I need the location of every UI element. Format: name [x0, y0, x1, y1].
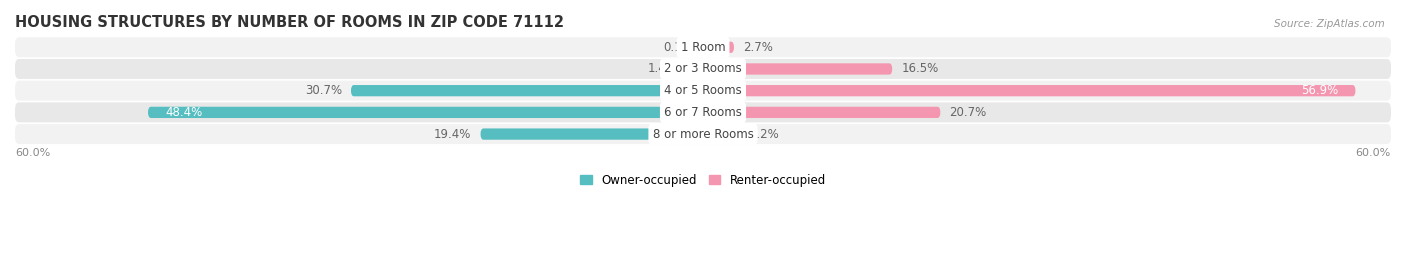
Text: 30.7%: 30.7%: [305, 84, 342, 97]
FancyBboxPatch shape: [703, 42, 734, 53]
Text: 1.4%: 1.4%: [648, 62, 678, 76]
FancyBboxPatch shape: [15, 124, 1391, 144]
FancyBboxPatch shape: [15, 59, 1391, 79]
Text: 2.7%: 2.7%: [744, 41, 773, 54]
Text: 3.2%: 3.2%: [749, 128, 779, 141]
FancyBboxPatch shape: [703, 128, 740, 140]
FancyBboxPatch shape: [703, 85, 1355, 96]
Text: 8 or more Rooms: 8 or more Rooms: [652, 128, 754, 141]
Text: 56.9%: 56.9%: [1301, 84, 1339, 97]
Text: 60.0%: 60.0%: [15, 147, 51, 158]
FancyBboxPatch shape: [703, 63, 893, 75]
Text: 60.0%: 60.0%: [1355, 147, 1391, 158]
Text: Source: ZipAtlas.com: Source: ZipAtlas.com: [1274, 19, 1385, 29]
Text: 20.7%: 20.7%: [949, 106, 987, 119]
FancyBboxPatch shape: [15, 102, 1391, 122]
FancyBboxPatch shape: [148, 107, 703, 118]
FancyBboxPatch shape: [15, 81, 1391, 101]
Text: 6 or 7 Rooms: 6 or 7 Rooms: [664, 106, 742, 119]
Text: 48.4%: 48.4%: [166, 106, 202, 119]
FancyBboxPatch shape: [700, 42, 704, 53]
FancyBboxPatch shape: [352, 85, 703, 96]
Text: 2 or 3 Rooms: 2 or 3 Rooms: [664, 62, 742, 76]
Legend: Owner-occupied, Renter-occupied: Owner-occupied, Renter-occupied: [579, 174, 827, 187]
Text: 19.4%: 19.4%: [434, 128, 471, 141]
Text: 16.5%: 16.5%: [901, 62, 939, 76]
Text: 4 or 5 Rooms: 4 or 5 Rooms: [664, 84, 742, 97]
Text: 1 Room: 1 Room: [681, 41, 725, 54]
FancyBboxPatch shape: [688, 63, 703, 75]
Text: 0.1%: 0.1%: [664, 41, 693, 54]
Text: HOUSING STRUCTURES BY NUMBER OF ROOMS IN ZIP CODE 71112: HOUSING STRUCTURES BY NUMBER OF ROOMS IN…: [15, 15, 564, 30]
FancyBboxPatch shape: [481, 128, 703, 140]
FancyBboxPatch shape: [703, 107, 941, 118]
FancyBboxPatch shape: [15, 37, 1391, 57]
